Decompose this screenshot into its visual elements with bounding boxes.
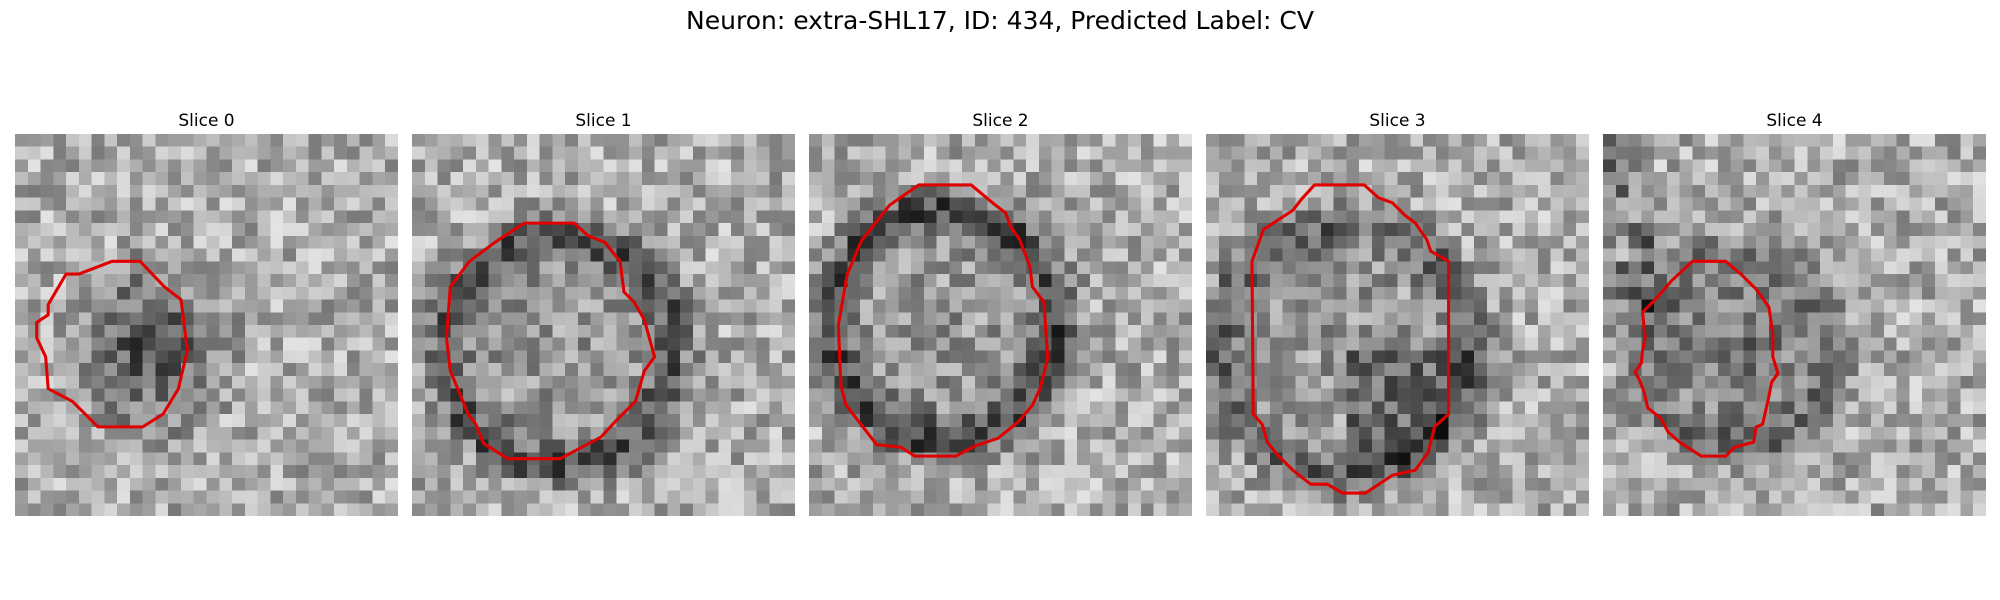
slice-image bbox=[1206, 134, 1589, 516]
slice-panel: Slice 2 bbox=[809, 108, 1192, 516]
slice-title: Slice 3 bbox=[1369, 111, 1426, 131]
slice-panel: Slice 1 bbox=[412, 108, 795, 516]
slice-panel: Slice 3 bbox=[1206, 108, 1589, 516]
slice-image bbox=[1603, 134, 1986, 516]
figure-title: Neuron: extra-SHL17, ID: 434, Predicted … bbox=[686, 6, 1314, 35]
roi-contour bbox=[1633, 259, 1780, 458]
slice-image bbox=[412, 134, 795, 516]
slice-title: Slice 4 bbox=[1766, 111, 1823, 131]
slice-panel: Slice 0 bbox=[15, 108, 398, 516]
slice-image bbox=[15, 134, 398, 516]
roi-contour bbox=[1250, 183, 1451, 495]
slice-panel: Slice 4 bbox=[1603, 108, 1986, 516]
slice-title: Slice 2 bbox=[972, 111, 1029, 131]
roi-contour bbox=[444, 221, 657, 461]
slice-title: Slice 0 bbox=[178, 111, 235, 131]
roi-contour bbox=[35, 259, 189, 429]
slice-image bbox=[809, 134, 1192, 516]
slice-title: Slice 1 bbox=[575, 111, 632, 131]
roi-contour bbox=[836, 183, 1050, 458]
